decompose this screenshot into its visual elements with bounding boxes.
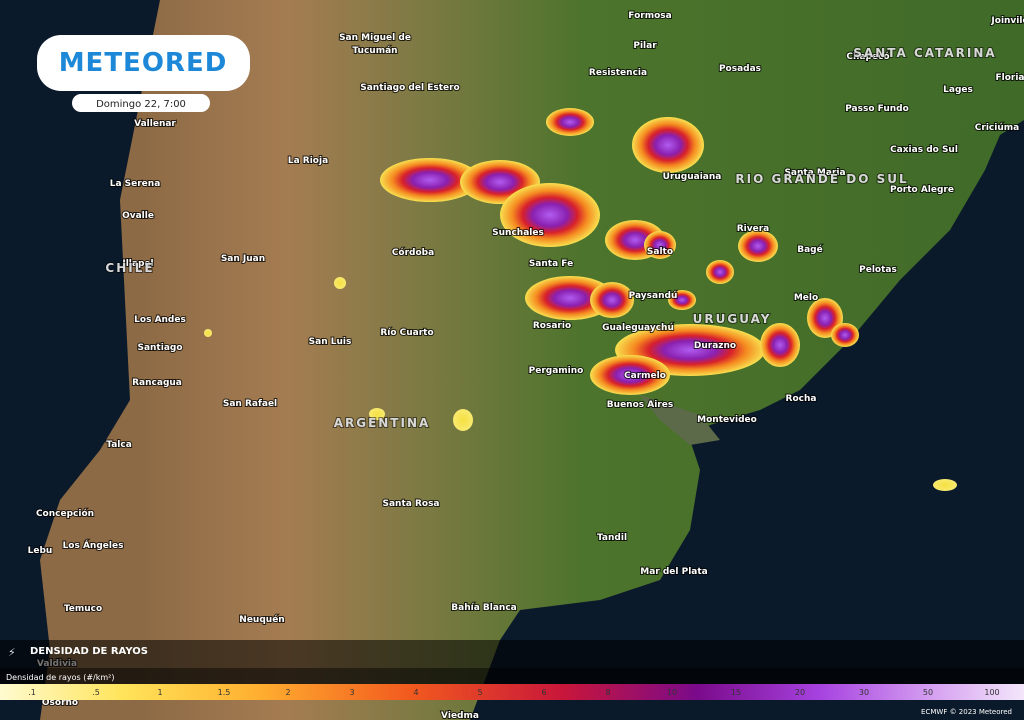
- place-label: Lebu: [28, 546, 53, 556]
- place-label: Rocha: [786, 394, 817, 404]
- place-label: Formosa: [628, 11, 671, 21]
- scale-label: 10: [667, 688, 677, 697]
- scale-label: 2: [285, 688, 290, 697]
- place-label: Bagé: [797, 244, 822, 255]
- logo: METEORED: [59, 48, 228, 78]
- region-label: URUGUAY: [693, 312, 772, 326]
- place-label: Gualeguaychú: [602, 323, 674, 333]
- place-label: Santa Fe: [529, 259, 573, 269]
- place-label: Criciúma: [975, 123, 1019, 133]
- place-label: Carmelo: [624, 371, 666, 381]
- region-label: SANTA CATARINA: [853, 46, 996, 60]
- place-label: Temuco: [64, 604, 102, 614]
- place-label: Río Cuarto: [380, 328, 433, 338]
- place-label: Melo: [794, 293, 818, 303]
- place-label: Caxias do Sul: [890, 145, 958, 155]
- place-label: Buenos Aires: [607, 400, 673, 410]
- place-label: Salto: [647, 247, 673, 257]
- place-label: San Juan: [221, 254, 265, 264]
- place-label: Córdoba: [392, 247, 434, 258]
- place-label: Posadas: [719, 64, 761, 74]
- legend-title: DENSIDAD DE RAYOS: [30, 646, 148, 657]
- region-label: RIO GRANDE DO SUL: [735, 172, 908, 186]
- place-label: Vallenar: [134, 119, 176, 129]
- place-label: Pelotas: [859, 265, 897, 275]
- place-label: Passo Fundo: [845, 104, 909, 114]
- place-label: Los Andes: [134, 315, 186, 325]
- scale-label: 8: [605, 688, 610, 697]
- place-label: San Luis: [309, 337, 352, 347]
- legend-scale: [0, 684, 1024, 700]
- place-label: La Serena: [110, 179, 161, 189]
- place-label: Concepción: [36, 508, 94, 519]
- scale-label: 6: [541, 688, 546, 697]
- scale-label: .5: [92, 688, 100, 697]
- legend-subtitle: Densidad de rayos (#/km²): [6, 673, 115, 682]
- credit: ECMWF © 2023 Meteored: [921, 708, 1012, 716]
- place-label: Chapecó: [846, 51, 889, 62]
- place-label: Illapel: [122, 259, 153, 269]
- place-label: Floria: [995, 73, 1024, 83]
- place-labels: Formosa Joinvile San Miguel de Tucumán Pilar…: [27, 10, 1024, 720]
- place-label: San Rafael: [223, 399, 277, 409]
- scale-label: 100: [984, 688, 999, 697]
- place-label: Porto Alegre: [890, 185, 954, 195]
- scale-label: 1: [157, 688, 162, 697]
- place-label: Uruguaiana: [663, 172, 722, 182]
- scale-label: 3: [349, 688, 354, 697]
- place-label: Pilar: [633, 41, 657, 51]
- place-label: Rivera: [737, 224, 770, 234]
- scale-label: 5: [477, 688, 482, 697]
- timestamp-box: [72, 94, 210, 112]
- place-label: Santiago: [137, 343, 182, 353]
- scale-label: 30: [859, 688, 869, 697]
- legend-subtitle-bar: [0, 668, 1024, 684]
- place-label: Lages: [943, 85, 973, 95]
- place-label: Paysandú: [629, 291, 678, 301]
- place-label: Talca: [106, 440, 132, 450]
- scale-label: 1.5: [218, 688, 231, 697]
- place-label: Santa Rosa: [382, 499, 439, 509]
- place-label: Santa Maria: [784, 168, 845, 178]
- legend-header: [0, 640, 1024, 668]
- logo-box: [37, 35, 250, 91]
- place-label: San Miguel de: [339, 33, 411, 43]
- place-label: Tandil: [597, 533, 627, 543]
- scale-label: 50: [923, 688, 933, 697]
- land: [40, 0, 1024, 720]
- place-label: Resistencia: [589, 68, 647, 78]
- place-label: Neuquén: [239, 614, 284, 625]
- storm-cells: [204, 108, 957, 491]
- place-label: Santiago del Estero: [360, 83, 459, 93]
- scale-label: 4: [413, 688, 418, 697]
- place-label: Viedma: [441, 711, 479, 720]
- place-label: Pergamino: [529, 366, 584, 376]
- region-label: CHILE: [105, 261, 154, 275]
- place-label: Tucumán: [352, 46, 397, 56]
- scale-label: .1: [28, 688, 36, 697]
- place-label: Durazno: [694, 341, 736, 351]
- place-label: Rancagua: [132, 378, 182, 388]
- place-label: Montevideo: [697, 415, 757, 425]
- place-label: Los Ángeles: [63, 539, 124, 551]
- region-label: ARGENTINA: [334, 416, 431, 430]
- place-label: Joinvile: [990, 16, 1024, 26]
- scale-label: 20: [795, 688, 805, 697]
- scale-label: 15: [731, 688, 741, 697]
- place-label: Mar del Plata: [640, 567, 708, 577]
- place-label: Rosario: [533, 321, 571, 331]
- scale-labels: .1 .5 1 1.5 2 3 4 5 6 8 10 15 20 30 50 100: [28, 688, 999, 697]
- place-label: Ovalle: [122, 211, 154, 221]
- place-label: Bahía Blanca: [451, 603, 516, 613]
- river-plate: [640, 395, 720, 445]
- place-label: Sunchales: [492, 228, 544, 238]
- lightning-icon: ⚡: [8, 646, 16, 659]
- timestamp: Domingo 22, 7:00: [96, 99, 186, 110]
- place-label: La Rioja: [288, 156, 328, 166]
